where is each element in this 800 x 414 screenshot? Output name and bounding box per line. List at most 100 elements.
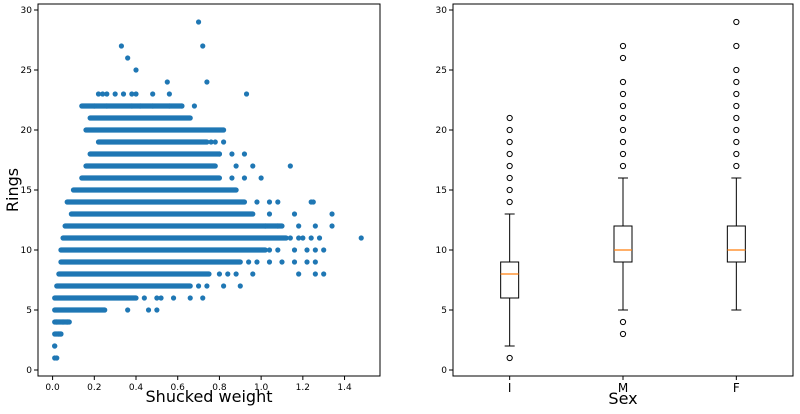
data-point (179, 103, 185, 109)
x-tick-label: 1.4 (337, 383, 352, 393)
data-point (200, 295, 206, 301)
y-tick-label: 15 (21, 186, 32, 196)
data-point (118, 43, 125, 49)
outlier-point (619, 162, 627, 170)
x-tick-label: F (733, 381, 740, 395)
data-point (300, 235, 306, 241)
data-point-band (54, 283, 193, 289)
data-point (321, 247, 327, 253)
outlier-point (506, 162, 513, 170)
outlier-point (733, 126, 740, 134)
x-tick-label: 0.6 (171, 383, 186, 393)
data-point (254, 259, 260, 265)
data-point (54, 355, 60, 361)
data-point (137, 103, 143, 109)
data-point-band (87, 151, 223, 157)
data-point (304, 259, 310, 265)
data-point (164, 79, 170, 85)
data-point (241, 175, 248, 181)
data-point (166, 91, 172, 97)
data-point-band (52, 307, 108, 313)
data-point (195, 283, 202, 289)
data-point (64, 319, 70, 325)
x-tick-label: 0.4 (129, 383, 144, 393)
data-point (204, 79, 210, 85)
outlier-point (733, 138, 740, 146)
data-point (241, 151, 248, 157)
outlier-point (733, 150, 740, 158)
outlier-point (506, 186, 513, 194)
data-point (312, 259, 318, 265)
outlier-point (733, 162, 740, 170)
outlier-point (619, 42, 627, 50)
data-point (154, 295, 160, 301)
data-point-band (83, 127, 227, 133)
data-point-band (95, 139, 210, 145)
data-point (100, 91, 106, 97)
data-point (154, 307, 160, 313)
data-point (291, 259, 298, 265)
box-body (500, 261, 520, 299)
data-point (308, 235, 314, 241)
data-point (158, 295, 164, 301)
data-point (312, 247, 318, 253)
data-point (321, 271, 327, 277)
data-point (120, 91, 127, 97)
outlier-point (506, 174, 513, 182)
x-tick-label: M (618, 381, 628, 395)
outlier-point (733, 78, 740, 86)
data-point (141, 295, 147, 301)
data-point (170, 295, 177, 301)
data-point-band (64, 199, 248, 205)
y-tick-label: 15 (436, 186, 447, 196)
data-point (296, 223, 302, 229)
data-point (233, 163, 239, 169)
x-tick-label: 1.2 (296, 383, 310, 393)
data-point (262, 223, 268, 229)
data-point (195, 19, 202, 25)
data-point (254, 199, 260, 205)
data-point (104, 103, 110, 109)
y-tick-label: 25 (21, 66, 32, 76)
data-point (52, 343, 58, 349)
data-point (258, 175, 264, 181)
data-point (104, 91, 110, 97)
outlier-point (733, 66, 740, 74)
data-point (243, 91, 250, 97)
x-tick-label: I (508, 381, 512, 395)
data-point-band (83, 163, 218, 169)
x-tick-label: 1.0 (254, 383, 269, 393)
outlier-point (506, 126, 513, 134)
data-point (312, 223, 318, 229)
outlier-point (506, 138, 513, 146)
scatter-plot: 0.0 0.2 0.4 0.6 0.8 1.0 1.2 1.4 0 5 10 15 20 25 30 Sh… (3, 3, 381, 406)
y-tick-label: 20 (436, 126, 448, 136)
outlier-point (619, 114, 627, 122)
y-tick-label: 10 (436, 246, 448, 256)
box-I (500, 114, 520, 362)
data-point (279, 259, 285, 265)
outlier-point (619, 78, 627, 86)
outlier-point (733, 114, 740, 122)
data-point (216, 151, 223, 157)
data-point-band (52, 295, 139, 301)
data-point-band (58, 247, 268, 253)
outlier-point (619, 90, 627, 98)
data-point (200, 43, 206, 49)
data-point (60, 319, 66, 325)
box-plot: 0 5 10 15 20 25 30 I M F Sex (436, 3, 794, 408)
box-body (613, 225, 633, 263)
outlier-point (619, 126, 627, 134)
box-plot-boxes (500, 18, 746, 362)
data-point-band (62, 223, 285, 229)
data-point (296, 235, 302, 241)
y-tick-label: 5 (26, 306, 32, 316)
data-point (91, 103, 97, 109)
box-F (726, 18, 746, 311)
data-point-band (68, 211, 256, 217)
y-tick-label: 10 (21, 246, 33, 256)
data-point (296, 271, 302, 277)
data-point (58, 331, 64, 337)
